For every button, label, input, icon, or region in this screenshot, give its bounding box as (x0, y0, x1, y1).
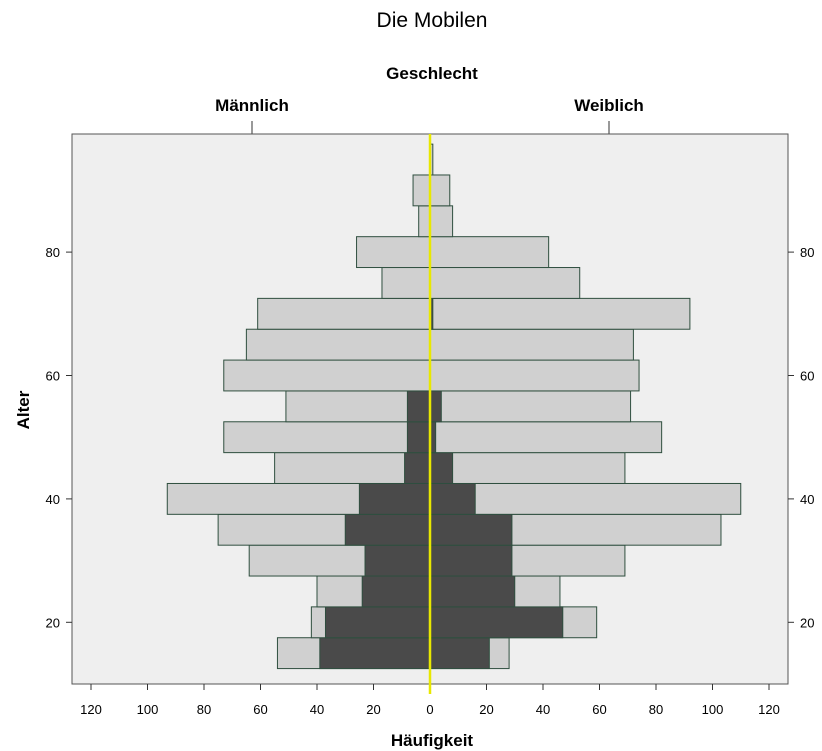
x-tick-label: 120 (758, 702, 780, 717)
chart-title: Die Mobilen (377, 9, 488, 32)
female-total-bar-15 (429, 174, 451, 207)
x-tick-label: 40 (536, 702, 550, 717)
y-tick-label-left: 40 (46, 492, 60, 507)
female-total-bar-10 (429, 328, 634, 361)
y-tick-label-left: 20 (46, 615, 60, 630)
right-group-label: Weiblich (574, 96, 644, 115)
male-inner-bar-8 (406, 390, 431, 423)
female-inner-bar-3 (429, 544, 513, 577)
female-inner-bar-1 (429, 606, 564, 639)
male-total-bar-12 (381, 267, 431, 299)
female-inner-bar-4 (429, 513, 513, 546)
male-inner-bar-6 (404, 452, 431, 484)
male-inner-bar-0 (319, 637, 431, 670)
x-tick-label: 60 (592, 702, 606, 717)
female-total-bar-9 (429, 359, 640, 392)
female-inner-bar-8 (429, 390, 442, 423)
female-total-bar-8 (429, 390, 632, 423)
male-inner-bar-3 (364, 544, 431, 577)
female-inner-bar-0 (429, 637, 490, 670)
x-tick-label: 80 (649, 702, 663, 717)
male-total-bar-11 (257, 297, 431, 330)
y-tick-label-left: 60 (46, 369, 60, 384)
male-inner-bar-2 (361, 575, 431, 608)
x-tick-label: 40 (310, 702, 324, 717)
female-inner-bar-2 (429, 575, 516, 608)
left-group-label: Männlich (215, 96, 289, 115)
x-tick-label: 80 (197, 702, 211, 717)
female-total-bar-5 (429, 482, 742, 515)
female-total-bar-11 (429, 297, 691, 330)
group-axis-label: Geschlecht (386, 64, 478, 83)
female-inner-bar-5 (429, 482, 476, 515)
female-total-bar-6 (429, 452, 626, 484)
x-tick-label: 20 (366, 702, 380, 717)
x-tick-label: 100 (702, 702, 724, 717)
female-total-bar-13 (429, 236, 550, 269)
y-tick-label-right: 60 (800, 369, 814, 384)
male-total-bar-13 (356, 236, 431, 269)
male-total-bar-15 (412, 174, 431, 207)
y-tick-label-right: 80 (800, 245, 814, 260)
male-total-bar-7 (223, 421, 431, 454)
x-tick-label: 20 (479, 702, 493, 717)
male-total-bar-10 (245, 328, 431, 361)
male-inner-bar-4 (344, 513, 431, 546)
female-inner-bar-6 (429, 452, 454, 484)
y-axis-label: Alter (14, 390, 33, 429)
female-total-bar-7 (429, 421, 663, 454)
female-total-bar-12 (429, 267, 581, 299)
x-tick-label: 100 (137, 702, 159, 717)
y-tick-label-right: 20 (800, 615, 814, 630)
y-tick-label-left: 80 (46, 245, 60, 260)
x-tick-label: 120 (80, 702, 102, 717)
x-tick-label: 0 (426, 702, 433, 717)
male-total-bar-9 (223, 359, 431, 392)
axis-ticks-group: 120 100 80 60 40 20 0 20 40 60 80 100 120 20 20 40 40 60 6… (46, 245, 815, 717)
y-tick-label-right: 40 (800, 492, 814, 507)
male-total-bar-14 (418, 205, 431, 238)
female-total-bar-14 (429, 205, 454, 238)
x-axis-label: Häufigkeit (391, 731, 474, 750)
x-tick-label: 60 (253, 702, 267, 717)
male-inner-bar-7 (406, 421, 431, 454)
male-inner-bar-5 (358, 482, 431, 515)
male-inner-bar-1 (324, 606, 431, 639)
